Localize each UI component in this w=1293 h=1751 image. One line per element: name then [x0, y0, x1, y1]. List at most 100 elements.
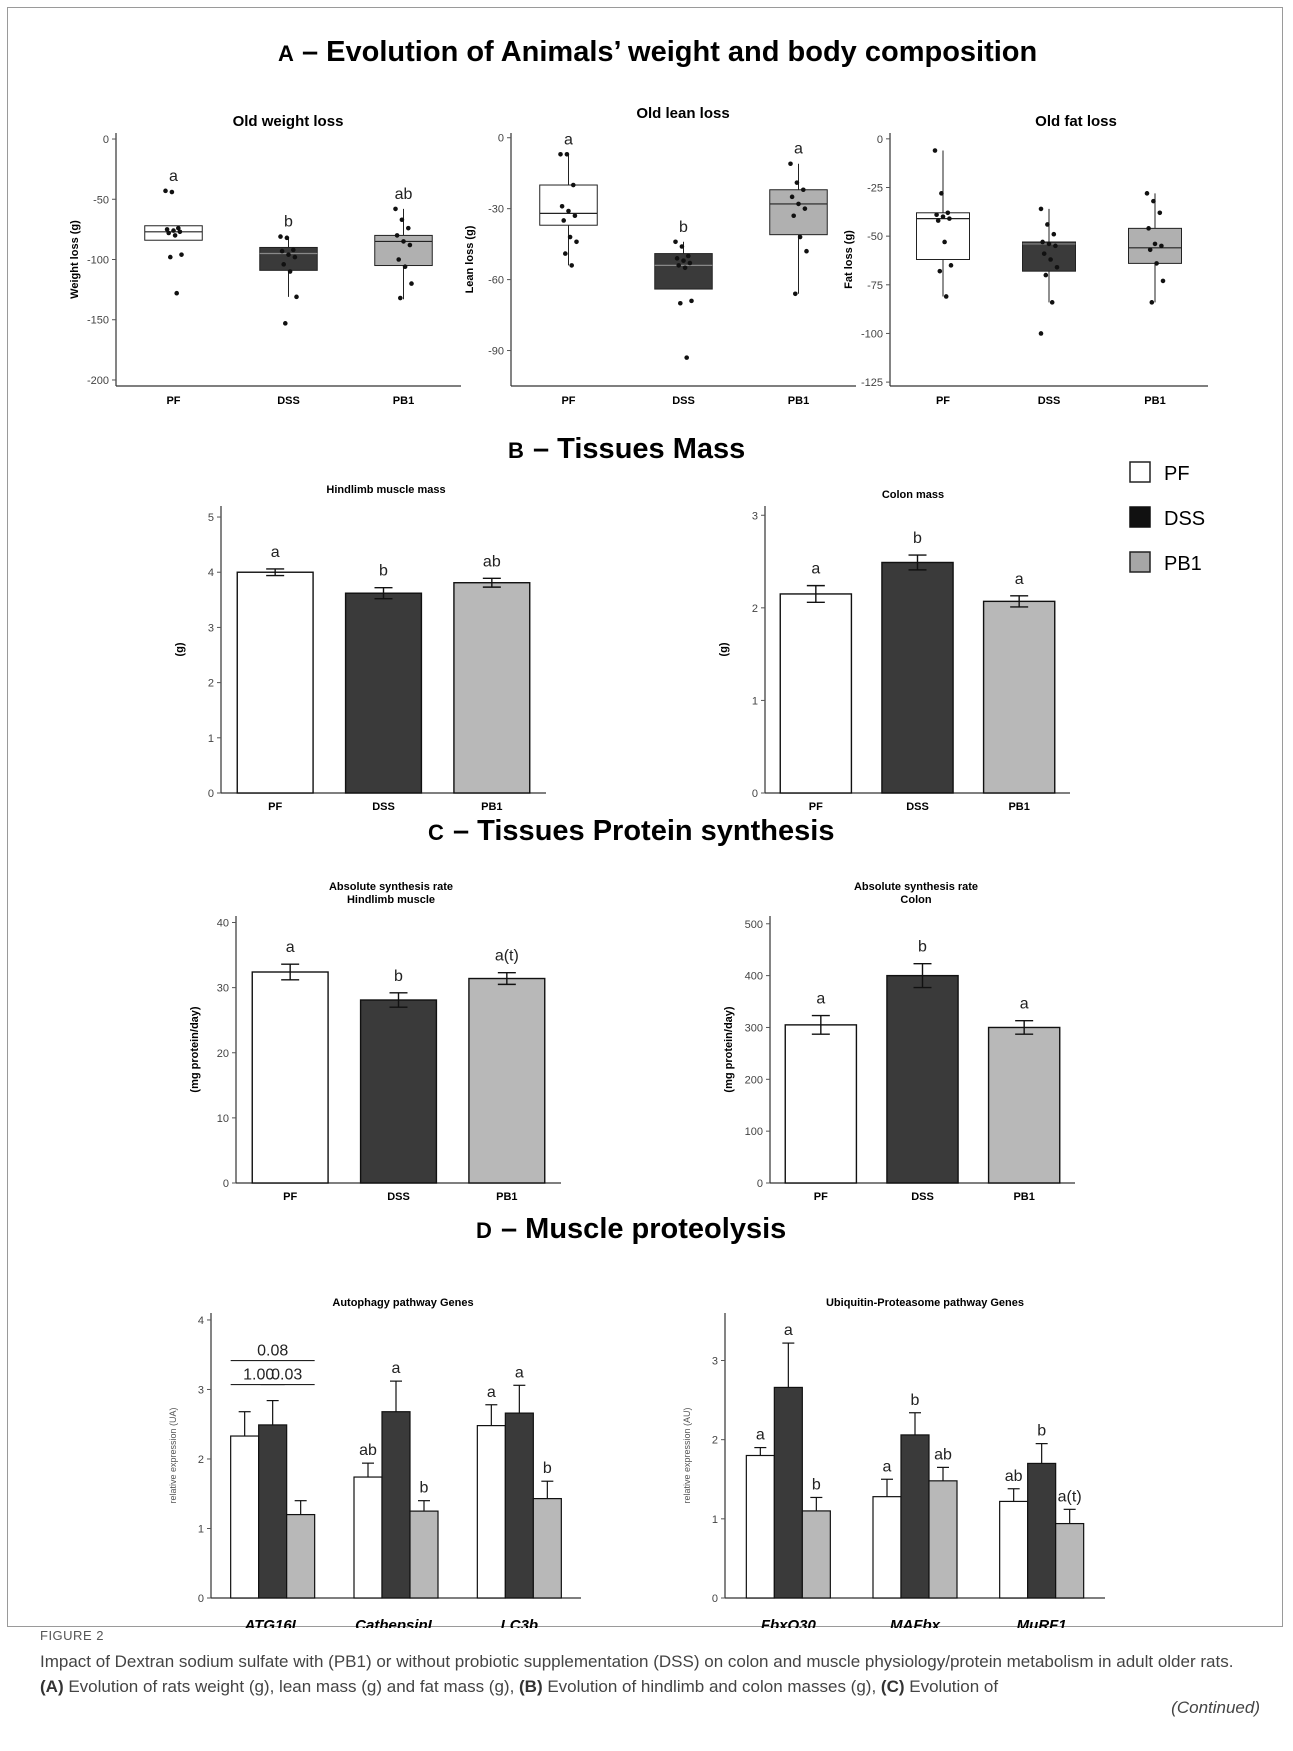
bar-dss: b [886, 939, 959, 1184]
significance-label: b [913, 530, 922, 547]
y-tick-label: 2 [208, 678, 214, 690]
bar-pb1: a(t) [468, 948, 546, 1184]
data-point [801, 187, 806, 193]
box-pb1 [1128, 191, 1182, 305]
data-point [939, 191, 944, 196]
bar [773, 1386, 803, 1599]
category-label: PF [268, 801, 282, 813]
bar [881, 561, 954, 794]
data-point [804, 248, 809, 254]
y-tick-label: 3 [752, 510, 758, 522]
caption-part: Impact of Dextran sodium sulfate with (P… [40, 1652, 1234, 1671]
y-tick-label: 4 [198, 1315, 204, 1327]
data-point [279, 248, 285, 254]
data-point [176, 225, 181, 231]
caption-part: (A) [40, 1677, 64, 1696]
bar [230, 1435, 260, 1599]
chart-colon-mass: 0 1 2 3 (g) Colon mass a PF b DSS a PB1 [718, 489, 1070, 813]
box-iqr [259, 246, 318, 271]
data-point [409, 281, 414, 286]
data-point [947, 216, 952, 221]
data-point [1154, 261, 1159, 266]
y-tick-label: 2 [752, 603, 758, 615]
chart-title: Colon mass [882, 489, 944, 501]
significance-label: b [420, 1480, 429, 1497]
bar [353, 1476, 383, 1599]
data-point [291, 247, 296, 253]
data-point [1049, 300, 1055, 305]
significance-label: a [392, 1360, 401, 1377]
bar-dss: b [344, 563, 423, 794]
data-point [174, 290, 179, 296]
y-tick-label: 3 [712, 1356, 718, 1368]
y-tick-label: 0 [752, 788, 758, 800]
chart-synthesis-colon: 0 100 200 300 400 500 (mg protein/day) Absolute… [723, 881, 1075, 1203]
caption-part: (B) [519, 1677, 543, 1696]
box-dss [1022, 206, 1076, 336]
section-a-title: – Evolution of Animals’ weight and body … [302, 36, 1037, 68]
section-b-heading: B – Tissues Mass [508, 433, 745, 465]
bar-dss: b [359, 968, 438, 1184]
data-point [292, 254, 298, 260]
y-tick-label: 0 [198, 1593, 204, 1605]
significance-label: a [811, 561, 820, 578]
bar-murf1-dss: b [1027, 1423, 1057, 1599]
y-tick-label: 1 [208, 733, 214, 745]
category-label: PF [814, 1191, 828, 1203]
data-point [1147, 247, 1153, 253]
bar [504, 1412, 534, 1599]
y-axis-label: relative expression (AU) [682, 1407, 692, 1503]
y-axis-label: (g) [174, 642, 186, 656]
category-label: ATG16L [243, 1617, 300, 1628]
bar-atg16l-pb1 [286, 1500, 316, 1599]
bar [236, 571, 314, 794]
data-point [179, 252, 184, 257]
section-a-heading: A – Evolution of Animals’ weight and bod… [278, 36, 1037, 68]
data-point [567, 234, 573, 240]
data-point [679, 244, 685, 249]
data-point [935, 218, 941, 223]
data-point [396, 257, 402, 262]
data-point [166, 230, 171, 236]
significance-label: a [564, 131, 573, 148]
significance-label: ab [359, 1442, 377, 1459]
significance-label: a [169, 168, 178, 185]
bar [359, 999, 438, 1184]
significance-label: b [812, 1476, 821, 1493]
bar [900, 1434, 930, 1599]
bar [999, 1500, 1029, 1599]
y-tick-label: 1 [712, 1514, 718, 1526]
data-point [943, 294, 949, 299]
significance-label: a [487, 1384, 496, 1401]
y-tick-label: -25 [867, 182, 883, 194]
bar-fbxo30-pf: a [745, 1427, 775, 1599]
significance-label: b [284, 214, 293, 231]
significance-label: a [794, 141, 803, 158]
caption-part: Evolution of hindlimb and colon masses (… [542, 1677, 881, 1696]
data-point [559, 203, 565, 209]
section-a-letter: A [278, 41, 294, 66]
bar [532, 1497, 562, 1599]
category-label: PB1 [481, 801, 502, 813]
data-point [940, 214, 946, 219]
legend: PF DSS PB1 [1129, 461, 1205, 575]
section-d-heading: D – Muscle proteolysis [476, 1213, 786, 1245]
chart-subtitle: Colon [900, 894, 931, 906]
y-tick-label: 3 [208, 622, 214, 634]
box-pf: a [144, 168, 203, 296]
bar [286, 1513, 316, 1599]
data-point [563, 251, 568, 256]
category-label: PF [561, 395, 575, 407]
category-label: MuRF1 [1017, 1617, 1067, 1628]
bar-pf: a [251, 939, 329, 1184]
bar [476, 1425, 506, 1599]
section-c-title: – Tissues Protein synthesis [453, 815, 834, 847]
category-label: PF [809, 801, 823, 813]
data-point [932, 148, 938, 153]
data-point [684, 355, 689, 360]
bar-atg16l-dss [258, 1399, 288, 1599]
category-label: PB1 [496, 1191, 517, 1203]
chart-title: Autophagy pathway Genes [332, 1297, 473, 1309]
category-label: PF [936, 395, 950, 407]
data-point [934, 212, 939, 218]
